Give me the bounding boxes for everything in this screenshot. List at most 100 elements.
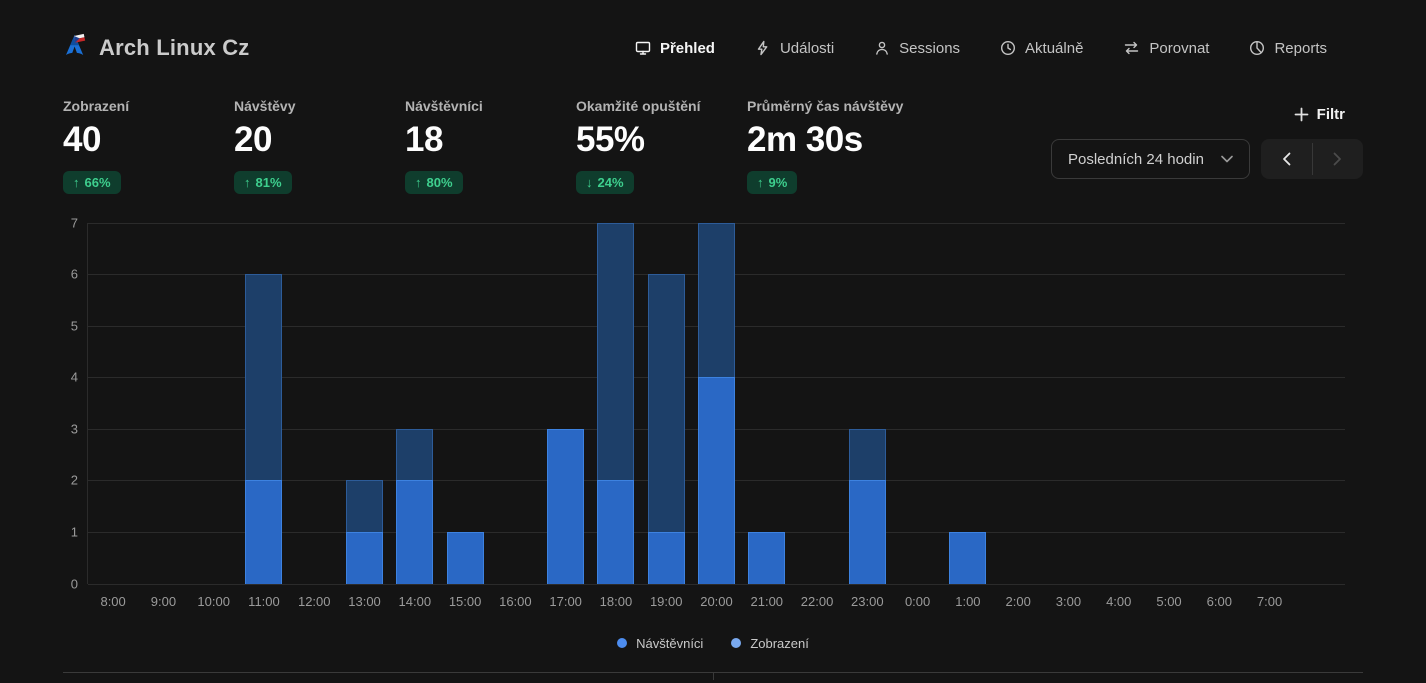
legend-dot-icon [617,638,628,648]
filter-button[interactable]: Filtr [1294,106,1345,123]
x-axis-tick: 3:00 [1055,593,1082,609]
stat-change-value: 9% [768,174,788,190]
x-axis-tick: 13:00 [348,593,381,609]
nav-item-label: Porovnat [1149,39,1210,57]
date-range-dropdown[interactable]: Posledních 24 hodin [1051,139,1250,179]
arrow-up-icon: ↑ [244,174,251,190]
legend-item-zobrazeni[interactable]: Zobrazení [731,636,809,651]
site-brand[interactable]: Arch Linux Cz [63,33,250,64]
chevron-right-icon [1333,152,1342,166]
x-axis-tick: 6:00 [1206,593,1232,609]
x-axis-tick: 12:00 [297,593,331,609]
nav-item-label: Reports [1274,39,1327,57]
nav-item-reports[interactable]: Reports [1249,40,1327,57]
x-axis-tick: 19:00 [649,593,683,609]
next-period-button[interactable] [1313,139,1364,179]
gridline [88,583,1345,585]
stat-change-value: 66% [84,174,111,190]
pager-divider [1311,143,1313,175]
chart-legend: Návštěvníci Zobrazení [63,636,1363,651]
x-axis-tick: 0:00 [904,593,931,609]
lightning-icon [755,40,771,56]
arrow-up-icon: ↑ [415,174,422,190]
x-axis-tick: 4:00 [1106,593,1132,609]
visitors-bar-chart: 0 1 2 3 4 5 6 7 8:00 9:00 10:00 11:00 12:00 13:00 14:… [63,215,1363,609]
y-axis-tick: 2 [70,472,78,488]
bar-navstevnici-1700[interactable] [547,428,585,584]
bar-navstevnici-1100[interactable] [245,480,283,584]
nav-item-sessions[interactable]: Sessions [874,40,960,57]
stat-change-badge: ↑ 66% [63,170,121,194]
stat-change-badge: ↑ 9% [747,170,798,194]
bottom-panels [63,671,1363,680]
stat-label: Zobrazení [63,98,130,114]
pie-chart-icon [1249,40,1265,56]
header: Arch Linux Cz Přehled Události Sessions Akt… [63,0,1363,68]
dashboard-icon [635,40,651,56]
legend-item-navstevnici[interactable]: Návštěvníci [617,636,703,651]
x-axis-tick: 23:00 [851,593,884,609]
nav-item-udalosti[interactable]: Události [755,40,834,57]
bar-navstevnici-2100[interactable] [748,531,786,584]
chevron-down-icon [1221,155,1233,163]
legend-label: Zobrazení [750,635,809,651]
metrics-section: Zobrazení 40 ↑ 66% Návštěvy 20 ↑ 81% Návštěvníci… [63,98,1363,194]
y-axis-tick: 0 [70,576,78,591]
x-axis-tick: 17:00 [549,593,582,609]
x-axis-tick: 10:00 [197,593,230,609]
stat-navstevy: Návštěvy 20 ↑ 81% [234,98,405,194]
nav-item-aktualne[interactable]: Aktuálně [1000,40,1083,57]
nav-item-prehled[interactable]: Přehled [635,40,715,57]
legend-label: Návštěvníci [636,635,704,651]
arrow-down-icon: ↓ [586,174,593,190]
nav-item-label: Aktuálně [1025,39,1084,57]
stat-navstevnici: Návštěvníci 18 ↑ 80% [405,98,576,194]
x-axis-tick: 5:00 [1156,593,1182,609]
stat-value: 55% [576,120,645,159]
date-controls: Posledních 24 hodin [1051,139,1363,179]
bar-navstevnici-2000[interactable] [698,377,735,584]
arrow-up-icon: ↑ [73,174,80,190]
stat-label: Návštěvníci [405,98,483,114]
stat-change-value: 24% [597,174,624,190]
bar-navstevnici-1400[interactable] [396,480,434,584]
previous-period-button[interactable] [1261,139,1312,179]
stat-okamzite-opusteni: Okamžité opuštění 55% ↓ 24% [576,98,747,194]
x-axis-tick: 14:00 [398,593,432,609]
nav-item-label: Přehled [659,39,715,57]
bar-navstevnici-1300[interactable] [346,531,384,584]
stat-change-value: 81% [255,174,282,190]
nav-item-porovnat[interactable]: Porovnat [1123,40,1209,57]
y-axis-tick: 6 [70,266,78,282]
bar-navstevnici-1500[interactable] [446,531,484,584]
bar-zobrazeni-1900[interactable] [647,274,685,584]
x-axis-tick: 20:00 [700,593,733,609]
period-pager [1261,139,1363,179]
stat-change-value: 80% [426,174,453,190]
bottom-panel-right [713,671,1363,680]
arch-linux-logo-icon [63,33,87,64]
stat-zobrazeni: Zobrazení 40 ↑ 66% [63,98,234,194]
x-axis-tick: 2:00 [1005,593,1031,609]
bar-navstevnici-1800[interactable] [597,480,635,584]
x-axis-tick: 22:00 [800,593,834,609]
x-axis-tick: 11:00 [248,593,280,609]
x-axis-tick: 18:00 [599,593,633,609]
bar-navstevnici-1900[interactable] [647,531,685,584]
nav-item-label: Události [779,39,835,57]
stat-value: 18 [405,120,443,159]
stat-value: 20 [234,120,272,159]
x-axis-tick: 9:00 [150,593,177,609]
bar-navstevnici-2300[interactable] [848,480,886,584]
chart-plot: 8:00 9:00 10:00 11:00 12:00 13:00 14:00 15:00 16… [87,222,1345,609]
y-axis-tick: 5 [70,318,78,334]
arrow-up-icon: ↑ [757,174,764,190]
date-range-value: Posledních 24 hodin [1068,150,1204,168]
y-axis-tick: 3 [70,421,78,437]
x-axis-tick: 1:00 [955,593,981,609]
bar-navstevnici-100[interactable] [949,531,987,584]
controls: Filtr Posledních 24 hodin [1051,98,1363,179]
clock-icon [1000,40,1016,56]
stat-value: 2m 30s [747,120,863,159]
chart-y-axis: 0 1 2 3 4 5 6 7 [63,215,87,591]
